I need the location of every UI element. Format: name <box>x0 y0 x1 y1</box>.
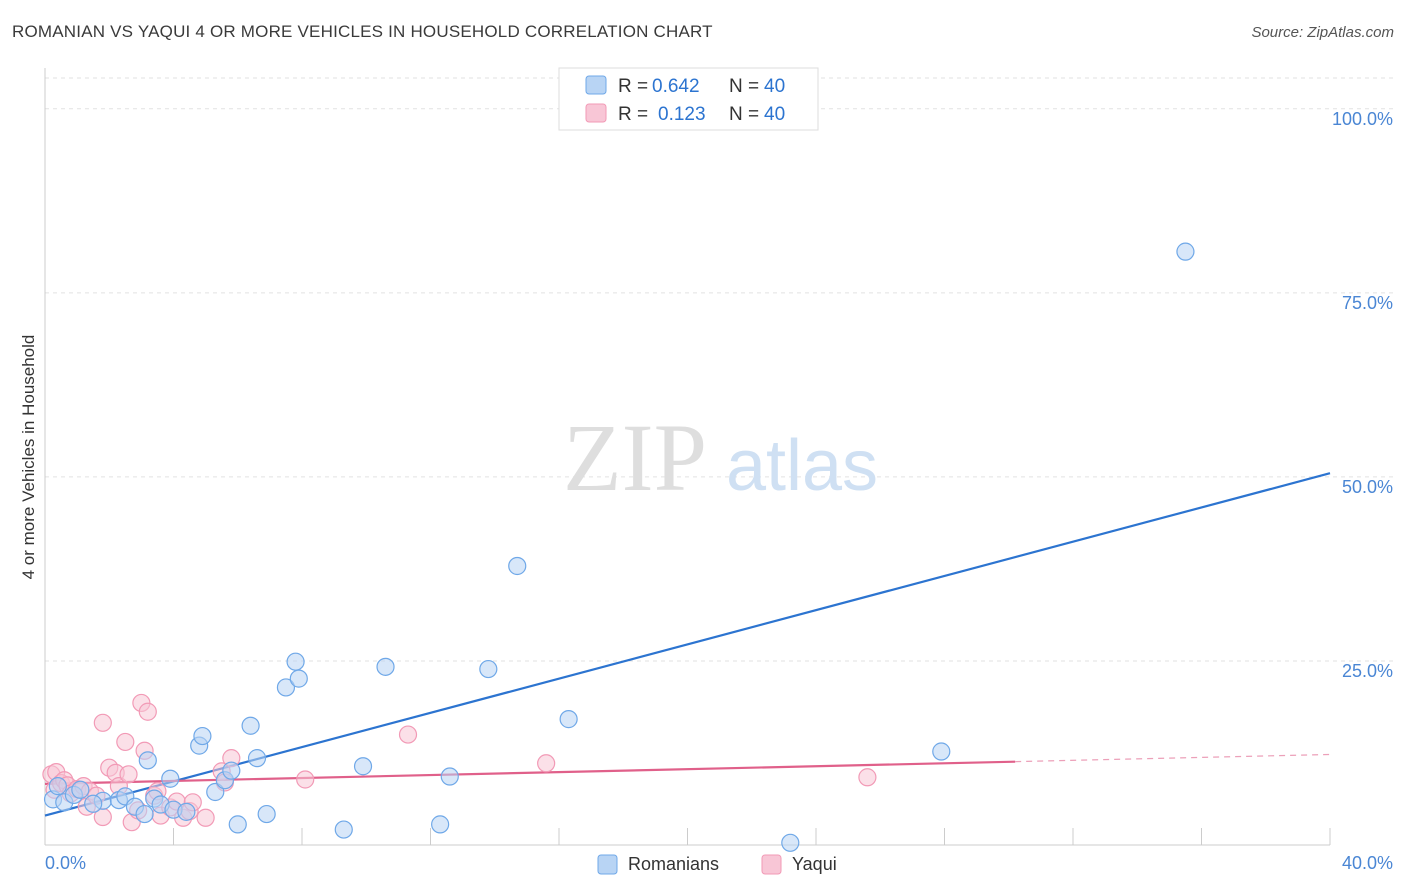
legend-n-value-romanians: 40 <box>764 76 785 97</box>
y-axis-label: 4 or more Vehicles in Household <box>19 335 38 580</box>
point-romanians <box>84 794 103 813</box>
point-romanians <box>479 659 498 679</box>
x-tick-label-min: 0.0% <box>45 853 86 873</box>
series-legend-swatch-yaqui[interactable] <box>761 854 782 875</box>
legend-r-label-yaqui: R = <box>618 104 648 125</box>
point-romanians <box>222 761 241 780</box>
point-romanians <box>334 820 353 839</box>
trend-line-yaqui-extension <box>1015 753 1331 763</box>
point-yaqui <box>93 713 112 732</box>
chart-title: ROMANIAN VS YAQUI 4 OR MORE VEHICLES IN … <box>12 22 713 41</box>
legend-r-value-yaqui: 0.123 <box>658 104 706 125</box>
point-romanians <box>289 669 308 688</box>
tick-labels: 25.0% 50.0% 75.0% 100.0% 0.0% 40.0% <box>45 109 1393 873</box>
point-romanians <box>376 657 395 676</box>
point-romanians <box>286 652 305 671</box>
point-romanians <box>353 757 373 776</box>
source-credit: Source: ZipAtlas.com <box>1251 24 1394 41</box>
point-romanians <box>431 815 450 834</box>
series-legend: Romanians Yaqui <box>597 854 837 875</box>
point-yaqui <box>116 732 135 752</box>
legend-swatch-yaqui <box>585 103 607 123</box>
point-yaqui <box>296 770 315 789</box>
legend-n-label-yaqui: N = <box>729 104 759 125</box>
point-yaqui <box>537 754 556 773</box>
legend-swatch-romanians <box>585 75 607 95</box>
point-romanians <box>508 556 527 576</box>
point-romanians <box>206 782 225 802</box>
point-romanians <box>247 749 267 768</box>
point-romanians <box>932 742 951 761</box>
legend-n-value-yaqui: 40 <box>764 104 785 125</box>
stats-legend: R = 0.642 N = 40 R = 0.123 N = 40 <box>558 67 819 131</box>
point-romanians <box>193 726 212 746</box>
legend-r-label-romanians: R = <box>618 76 648 97</box>
point-romanians <box>257 804 276 824</box>
y-tick-label: 100.0% <box>1332 109 1393 129</box>
point-romanians <box>276 678 296 697</box>
point-romanians <box>161 769 180 788</box>
point-yaqui <box>398 725 418 744</box>
trend-line-yaqui <box>44 760 1016 785</box>
point-yaqui <box>119 765 138 784</box>
point-romanians <box>138 751 157 770</box>
legend-r-value-romanians: 0.642 <box>652 76 700 97</box>
y-tick-label: 25.0% <box>1342 661 1393 681</box>
point-romanians <box>177 802 196 821</box>
series-legend-label-romanians: Romanians <box>628 854 719 874</box>
point-yaqui <box>138 702 157 721</box>
legend-n-label-romanians: N = <box>729 76 759 97</box>
watermark-zip: ZIP <box>563 404 707 511</box>
point-yaqui <box>196 808 215 827</box>
point-romanians <box>228 815 247 834</box>
y-tick-label: 50.0% <box>1342 477 1393 497</box>
y-tick-label: 75.0% <box>1342 293 1393 313</box>
series-legend-swatch-romanians[interactable] <box>597 854 618 875</box>
point-romanians <box>1176 242 1195 261</box>
point-romanians <box>71 780 90 799</box>
axes <box>44 68 1331 846</box>
watermark-atlas: atlas <box>726 426 878 506</box>
watermark: ZIP atlas <box>563 404 878 511</box>
data-points <box>42 242 1195 852</box>
point-romanians <box>48 777 67 796</box>
point-romanians <box>135 804 154 824</box>
point-romanians <box>559 710 578 729</box>
point-romanians <box>781 833 800 852</box>
x-tick-label-max: 40.0% <box>1342 853 1393 873</box>
grid-lines <box>45 77 1393 662</box>
series-legend-label-yaqui: Yaqui <box>792 854 837 874</box>
point-romanians <box>440 767 459 786</box>
point-yaqui <box>858 768 877 787</box>
point-romanians <box>241 716 260 735</box>
